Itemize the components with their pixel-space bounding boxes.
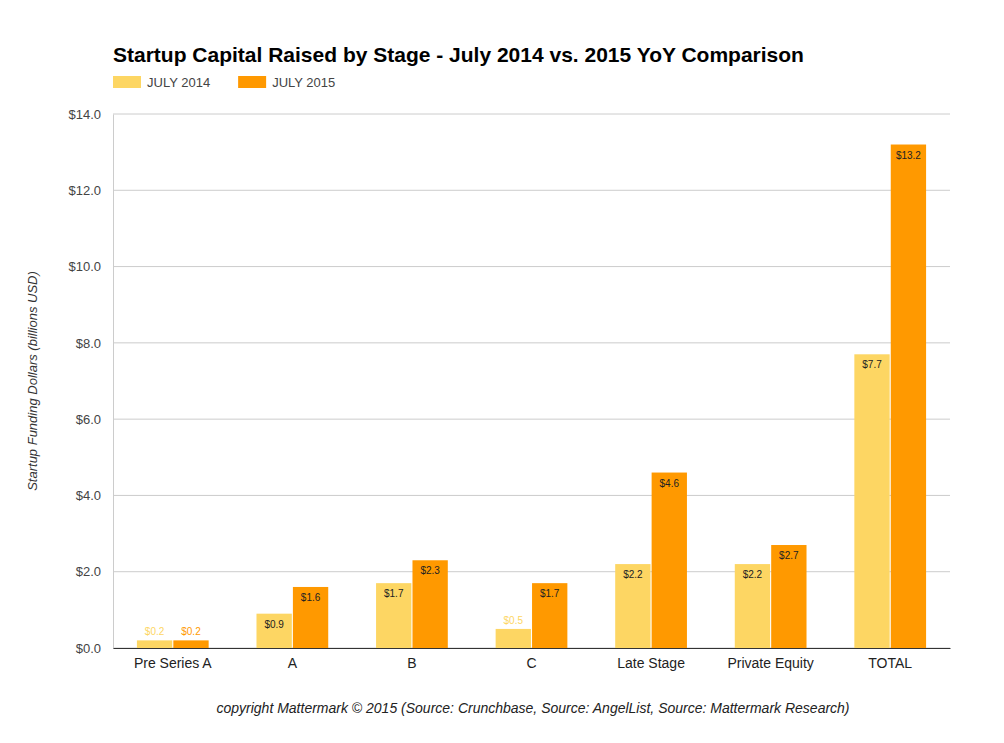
y-tick-label: $14.0 <box>68 107 101 122</box>
x-axis-line <box>114 648 951 649</box>
y-tick-label: $8.0 <box>76 336 101 351</box>
data-label: $0.2 <box>145 626 165 637</box>
grid-line <box>113 114 950 115</box>
x-tick-label: TOTAL <box>868 655 912 671</box>
data-labels: $0.2 $0.9 $1.7 $0.5 $2.2 $2.2 $7.7 $0.2 $1.6 $2.3… <box>145 150 922 638</box>
data-label: $2.2 <box>743 569 763 580</box>
data-label: $2.3 <box>420 565 440 576</box>
y-tick-label: $0.0 <box>76 641 101 656</box>
y-tick-label: $4.0 <box>76 488 101 503</box>
bar <box>652 473 687 648</box>
y-tick-label: $6.0 <box>76 412 101 427</box>
grid-line <box>113 495 950 496</box>
data-label: $1.7 <box>540 588 560 599</box>
legend-swatch <box>238 76 266 88</box>
x-tick: B <box>407 648 416 671</box>
y-tick: $6.0 <box>76 412 113 427</box>
y-tick: $0.0 <box>76 641 113 656</box>
chart: $0.0$2.0$4.0$6.0$8.0$10.0$12.0$14.0$0.2$… <box>0 0 1004 743</box>
legend-label: JULY 2015 <box>272 75 335 90</box>
x-tick-label: Pre Series A <box>134 655 212 671</box>
x-axis: Pre Series A A B C Late Stage Private Equity T… <box>114 648 951 671</box>
bar <box>854 354 889 648</box>
data-label: $2.7 <box>779 550 799 561</box>
bar <box>412 560 447 648</box>
x-tick: Private Equity <box>727 648 813 671</box>
x-tick-label: Private Equity <box>727 655 813 671</box>
bar <box>137 640 172 648</box>
data-label: $0.5 <box>504 615 524 626</box>
grid <box>113 114 950 648</box>
legend: JULY 2014 JULY 2015 <box>113 75 335 90</box>
data-label: $2.2 <box>623 569 643 580</box>
y-tick: $14.0 <box>68 107 113 122</box>
y-axis-line <box>113 115 114 649</box>
legend-label: JULY 2014 <box>147 75 210 90</box>
title: Startup Capital Raised by Stage - July 2… <box>113 43 804 66</box>
data-label: $1.6 <box>301 592 321 603</box>
x-tick: Pre Series A <box>134 648 212 671</box>
x-tick: Late Stage <box>617 648 685 671</box>
grid-line <box>113 571 950 572</box>
bar <box>771 545 806 648</box>
x-tick-label: C <box>526 655 536 671</box>
y-tick: $10.0 <box>68 259 113 274</box>
x-tick: TOTAL <box>868 648 912 671</box>
x-tick: C <box>526 648 536 671</box>
bars <box>137 145 926 648</box>
grid-line <box>113 190 950 191</box>
y-tick: $12.0 <box>68 183 113 198</box>
bar <box>615 564 650 648</box>
data-label: $13.2 <box>896 150 921 161</box>
grid-line <box>113 419 950 420</box>
y-tick-label: $10.0 <box>68 259 101 274</box>
legend-swatch <box>113 76 141 88</box>
y-tick: $4.0 <box>76 488 113 503</box>
data-label: $0.2 <box>181 626 201 637</box>
bar <box>891 145 926 648</box>
bar <box>496 629 531 648</box>
y-tick: $8.0 <box>76 336 113 351</box>
y-axis-title: Startup Funding Dollars (billions USD) <box>25 271 40 491</box>
bar <box>376 583 411 648</box>
data-label: $4.6 <box>660 478 680 489</box>
data-label: $7.7 <box>862 359 882 370</box>
bar <box>735 564 770 648</box>
grid-line <box>113 648 950 649</box>
bar <box>173 640 208 648</box>
x-tick: A <box>288 648 298 671</box>
bar <box>256 614 291 648</box>
y-tick-label: $2.0 <box>76 564 101 579</box>
data-label: $1.7 <box>384 588 404 599</box>
caption: copyright Mattermark © 2015 (Source: Cru… <box>216 700 849 716</box>
data-label: $0.9 <box>264 619 284 630</box>
x-tick-label: Late Stage <box>617 655 685 671</box>
grid-line <box>113 266 950 267</box>
x-tick-label: A <box>288 655 298 671</box>
bar <box>293 587 328 648</box>
y-axis: $0.0 $2.0 $4.0 $6.0 $8.0 $10.0 $12.0 $14.0 <box>68 107 113 656</box>
grid-line <box>113 342 950 343</box>
y-tick-label: $12.0 <box>68 183 101 198</box>
y-tick: $2.0 <box>76 564 113 579</box>
x-tick-label: B <box>407 655 416 671</box>
bar <box>532 583 567 648</box>
